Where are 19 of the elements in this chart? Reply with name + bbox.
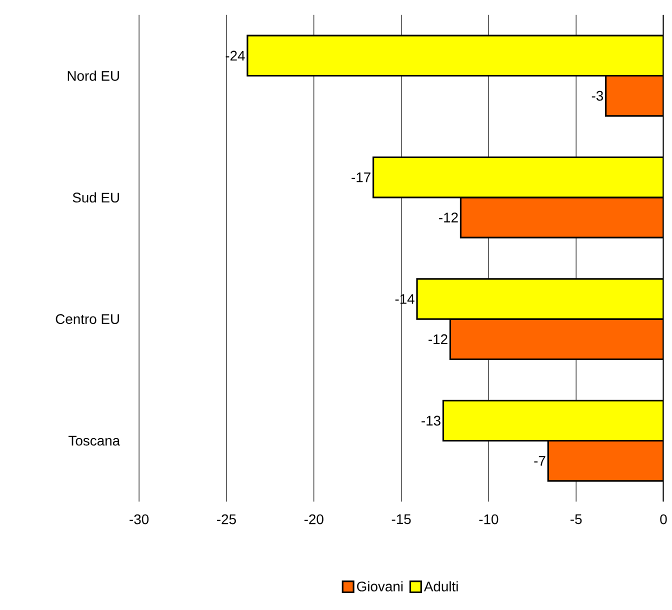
y-tick-label: Centro EU xyxy=(56,314,119,324)
data-label: -3 xyxy=(592,90,604,101)
x-tick-label: -5 xyxy=(570,514,582,524)
y-tick-label: Toscana xyxy=(68,436,120,446)
x-tick-label: -25 xyxy=(217,514,236,524)
legend-label: Giovani xyxy=(357,581,403,592)
y-tick-label: Sud EU xyxy=(72,192,119,203)
data-label: -13 xyxy=(422,416,440,426)
x-tick-label: -15 xyxy=(392,514,411,524)
x-tick-label: -20 xyxy=(304,514,324,524)
data-label: -7 xyxy=(534,456,546,466)
x-tick-label: -10 xyxy=(479,514,498,524)
x-tick-label: -30 xyxy=(130,514,149,524)
y-tick-label: Nord EU xyxy=(68,70,119,81)
data-label: -12 xyxy=(439,212,458,222)
data-label: -17 xyxy=(352,172,370,182)
legend-label: Adulti xyxy=(424,581,458,592)
data-label: -12 xyxy=(428,334,448,344)
x-tick-label: 0 xyxy=(660,514,667,524)
